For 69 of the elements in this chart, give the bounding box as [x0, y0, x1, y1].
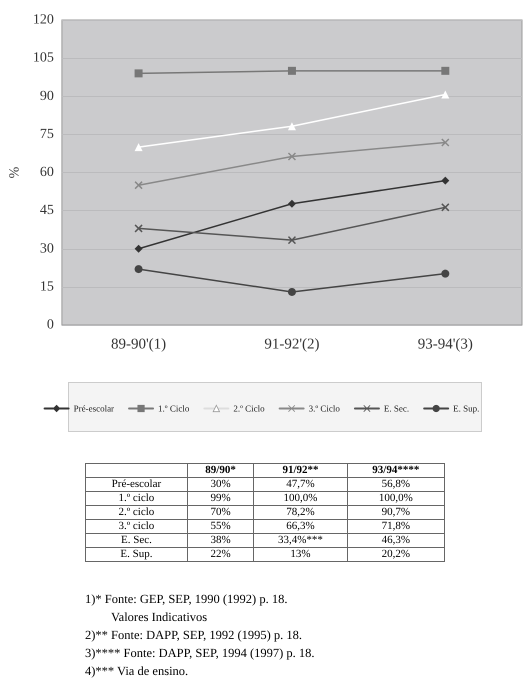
- point: [288, 152, 296, 161]
- text: 99%: [210, 492, 231, 504]
- point: [134, 244, 143, 253]
- y-tick-label: 105: [32, 50, 54, 66]
- category-label: Pré-escolar: [112, 478, 162, 490]
- category-label: 89/90*: [187, 464, 254, 478]
- x-tick-label: 93-94'(3): [418, 336, 473, 352]
- category-label: 3.º ciclo: [118, 520, 154, 532]
- text: 2)** Fonte: DAPP, SEP, 1992 (1995) p. 18.: [85, 627, 304, 644]
- legend-label: Pré-escolar: [74, 404, 114, 414]
- x-tick-label: 89-90'(1): [110, 336, 166, 352]
- text: 30%: [210, 478, 231, 490]
- point: [441, 90, 450, 98]
- y-tick-label: 0: [46, 318, 54, 332]
- category-label: E. Sec.: [120, 534, 152, 546]
- legend-label: 3.º Ciclo: [308, 404, 340, 414]
- point: [441, 176, 450, 185]
- point: [441, 138, 450, 147]
- text: 22%: [210, 548, 231, 560]
- text: 33,4%***: [278, 534, 323, 546]
- point: [288, 200, 296, 208]
- text: 78,2%: [286, 506, 315, 518]
- category-label: E. Sup.: [120, 548, 152, 560]
- point: [134, 69, 143, 78]
- text: 90,7%: [382, 506, 410, 518]
- category-label: 93/94****: [347, 464, 444, 478]
- text: 13%: [290, 548, 311, 560]
- point: [441, 270, 450, 278]
- point: [288, 66, 296, 75]
- legend-label: 1.º Ciclo: [158, 404, 190, 414]
- text: 56,8%: [382, 478, 410, 490]
- y-tick-label: 120: [32, 12, 54, 28]
- x-tick-label: 91-92'(2): [264, 336, 320, 352]
- legend-label: 2.º Ciclo: [233, 404, 266, 414]
- point: [134, 143, 143, 152]
- point: [134, 180, 143, 190]
- text: Valores Indicativos: [110, 609, 208, 626]
- text: 20,2%: [382, 548, 410, 560]
- text: 100,0%: [378, 492, 413, 504]
- text: 55%: [210, 520, 231, 532]
- point: [288, 122, 296, 130]
- legend-label: E. Sup.: [453, 404, 480, 414]
- text: 46,3%: [382, 534, 410, 546]
- y-tick-label: 90: [40, 88, 54, 104]
- text: 100,0%: [284, 492, 318, 504]
- text: 38%: [210, 534, 231, 546]
- text: 47,7%: [286, 478, 315, 490]
- text: 3)**** Fonte: DAPP, SEP, 1994 (1997) p. 18.: [85, 645, 315, 662]
- point: [288, 288, 296, 296]
- y-tick-label: 30: [40, 241, 54, 256]
- legend-label: E. Sec.: [384, 404, 410, 414]
- category-label: 1.º ciclo: [118, 492, 154, 504]
- category-label: 91/92**: [254, 464, 348, 478]
- text: 71,8%: [382, 520, 410, 532]
- point: [288, 236, 296, 244]
- point: [134, 224, 143, 233]
- text: 1)* Fonte: GEP, SEP, 1990 (1992) p. 18.: [85, 591, 288, 608]
- y-tick-label: 60: [40, 165, 54, 180]
- text: 70%: [210, 506, 231, 518]
- point: [441, 66, 450, 75]
- point: [441, 203, 450, 212]
- y-tick-label: 45: [40, 203, 54, 218]
- point: [134, 265, 143, 274]
- y-tick-label: 75: [40, 126, 54, 142]
- text: 66,3%: [286, 520, 315, 532]
- y-tick-label: 15: [40, 279, 54, 294]
- text: 4)*** Via de ensino.: [85, 663, 190, 680]
- y-axis-title: %: [8, 166, 22, 178]
- category-label: 2.º ciclo: [118, 506, 154, 518]
